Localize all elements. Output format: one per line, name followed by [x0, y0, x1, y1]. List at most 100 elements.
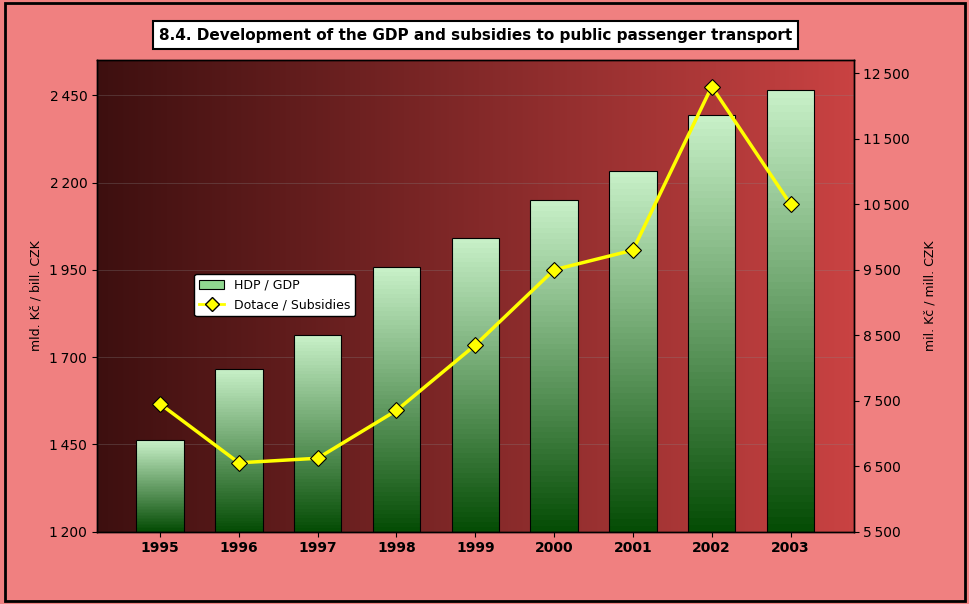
Bar: [372, 294, 420, 298]
Bar: [294, 528, 341, 532]
Bar: [294, 495, 341, 499]
Bar: [215, 379, 263, 382]
Bar: [687, 316, 735, 323]
Bar: [609, 483, 656, 489]
Bar: [609, 489, 656, 495]
Bar: [294, 335, 341, 338]
Bar: [530, 394, 578, 399]
Bar: [452, 473, 498, 478]
Bar: [215, 493, 263, 496]
Bar: [137, 512, 183, 513]
Bar: [372, 422, 420, 426]
Bar: [137, 487, 183, 489]
Bar: [609, 194, 656, 201]
Bar: [766, 156, 813, 164]
Bar: [766, 421, 813, 429]
Bar: [452, 434, 498, 439]
Bar: [372, 395, 420, 399]
Bar: [372, 303, 420, 307]
Bar: [372, 355, 420, 360]
Bar: [137, 460, 183, 461]
Bar: [687, 434, 735, 442]
Bar: [687, 414, 735, 420]
Bar: [294, 479, 341, 483]
Bar: [372, 373, 420, 378]
Bar: [766, 502, 813, 509]
Bar: [137, 472, 183, 474]
Bar: [372, 466, 420, 470]
Bar: [766, 98, 813, 105]
Bar: [215, 472, 263, 475]
Bar: [687, 136, 735, 143]
Bar: [609, 315, 656, 321]
Bar: [687, 261, 735, 268]
Bar: [215, 526, 263, 529]
Bar: [294, 378, 341, 381]
Bar: [609, 351, 656, 357]
Bar: [609, 375, 656, 381]
Bar: [766, 318, 813, 326]
Bar: [452, 497, 498, 502]
Bar: [215, 426, 263, 428]
Bar: [372, 272, 420, 276]
Bar: [609, 207, 656, 213]
Bar: [766, 429, 813, 436]
Bar: [687, 156, 735, 164]
Bar: [215, 368, 263, 532]
Bar: [372, 280, 420, 285]
Bar: [215, 529, 263, 532]
Bar: [687, 476, 735, 483]
Bar: [687, 247, 735, 254]
Bar: [766, 245, 813, 252]
Bar: [766, 281, 813, 289]
Bar: [530, 382, 578, 388]
Bar: [137, 457, 183, 458]
Bar: [687, 372, 735, 379]
Bar: [530, 316, 578, 322]
Bar: [530, 388, 578, 394]
Bar: [687, 504, 735, 511]
Bar: [372, 487, 420, 492]
Bar: [609, 369, 656, 375]
Bar: [687, 205, 735, 212]
Bar: [687, 497, 735, 504]
Bar: [687, 115, 735, 122]
Bar: [766, 341, 813, 348]
Bar: [766, 406, 813, 414]
Bar: [687, 164, 735, 170]
Bar: [530, 416, 578, 421]
Bar: [530, 261, 578, 266]
Bar: [137, 519, 183, 521]
Bar: [137, 451, 183, 452]
Title: 8.4. Development of the GDP and subsidies to public passenger transport: 8.4. Development of the GDP and subsidie…: [159, 28, 791, 42]
Bar: [530, 399, 578, 405]
Bar: [530, 300, 578, 305]
Bar: [452, 375, 498, 380]
Bar: [137, 477, 183, 478]
Bar: [766, 333, 813, 341]
Bar: [609, 477, 656, 483]
Bar: [687, 281, 735, 289]
Bar: [294, 449, 341, 453]
Bar: [372, 364, 420, 368]
Bar: [687, 344, 735, 351]
Bar: [215, 374, 263, 377]
Bar: [766, 436, 813, 443]
Bar: [137, 486, 183, 487]
Bar: [766, 208, 813, 216]
Bar: [609, 237, 656, 243]
Bar: [137, 513, 183, 515]
Bar: [372, 470, 420, 474]
Bar: [530, 222, 578, 228]
Bar: [452, 390, 498, 394]
Bar: [687, 337, 735, 344]
Bar: [766, 355, 813, 362]
Bar: [452, 361, 498, 365]
Bar: [452, 297, 498, 301]
Bar: [687, 420, 735, 428]
Bar: [294, 456, 341, 460]
Bar: [215, 521, 263, 524]
Bar: [609, 513, 656, 519]
Bar: [452, 512, 498, 517]
Bar: [137, 458, 183, 460]
